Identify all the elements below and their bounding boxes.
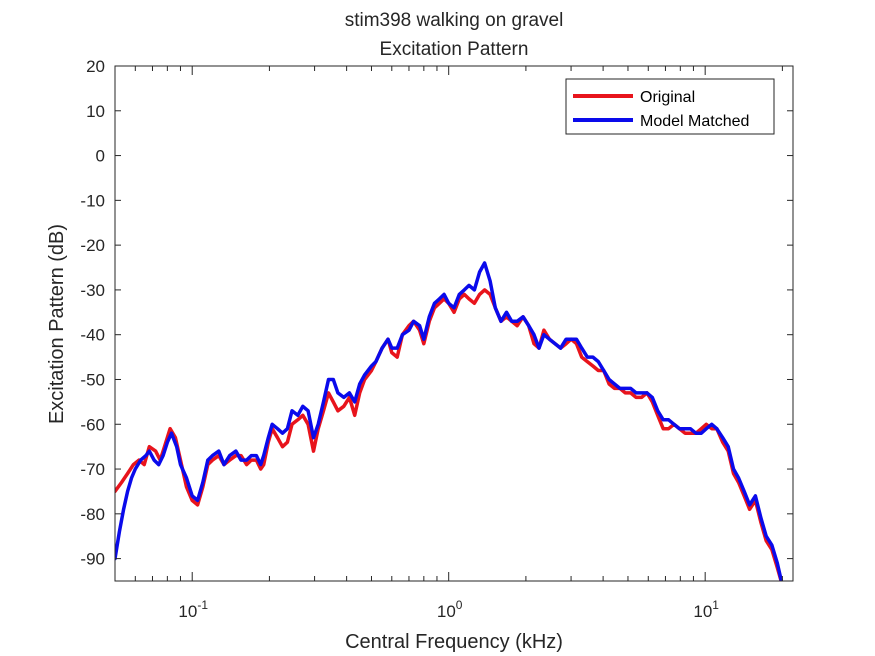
- x-tick-label: 100: [437, 598, 463, 621]
- y-tick-label: 10: [86, 102, 105, 121]
- y-axis-tick-labels: 20 10 0 -10 -20 -30 -40 -50 -60 -70 -80 -90: [80, 57, 105, 569]
- series-line-original: [115, 288, 783, 581]
- plot-area-background: [115, 66, 793, 581]
- y-tick-label: -90: [80, 550, 105, 569]
- y-tick-label: -30: [80, 281, 105, 300]
- legend-label-original: Original: [640, 89, 695, 106]
- y-tick-label: -50: [80, 370, 105, 389]
- legend: Original Model Matched: [565, 78, 775, 135]
- y-tick-label: -60: [80, 415, 105, 434]
- y-axis-label: Excitation Pattern (dB): [46, 224, 68, 424]
- chart-title-line-2: Excitation Pattern: [380, 39, 529, 60]
- chart-title-line-1: stim398 walking on gravel: [345, 10, 564, 31]
- plot-area: [114, 65, 794, 582]
- y-tick-label: -40: [80, 326, 105, 345]
- y-tick-label: -10: [80, 191, 105, 210]
- y-tick-label: -20: [80, 236, 105, 255]
- y-tick-label: -80: [80, 505, 105, 524]
- tick-layer: [115, 65, 793, 581]
- x-axis-label: Central Frequency (kHz): [345, 631, 563, 653]
- y-tick-label: 20: [86, 57, 105, 76]
- legend-box: [565, 78, 775, 135]
- axes-box: [114, 65, 794, 582]
- x-axis-tick-labels: 10-1 100 101: [178, 598, 719, 621]
- y-tick-label: 0: [96, 147, 105, 166]
- legend-label-model-matched: Model Matched: [640, 113, 749, 130]
- series-layer: [115, 261, 784, 581]
- y-tick-label: -70: [80, 460, 105, 479]
- series-line-model-matched: [115, 261, 784, 581]
- x-tick-label: 10-1: [178, 598, 208, 621]
- x-tick-label: 101: [693, 598, 719, 621]
